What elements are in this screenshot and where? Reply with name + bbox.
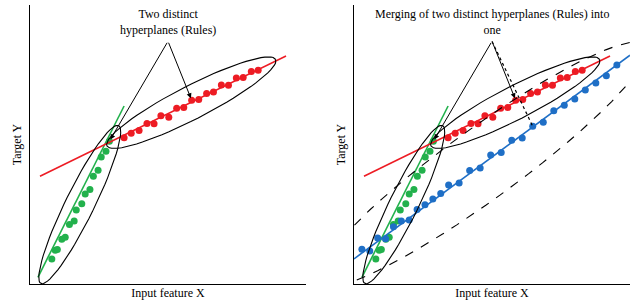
svg-text:Target Y: Target Y (334, 123, 348, 165)
svg-text:Target Y: Target Y (10, 123, 24, 165)
svg-text:Merging of two distinct hyperp: Merging of two distinct hyperplanes (Rul… (375, 7, 609, 37)
svg-text:Input feature X: Input feature X (131, 286, 205, 300)
svg-text:Input feature X: Input feature X (455, 286, 529, 300)
svg-text:Two distincthyperplanes (Rules: Two distincthyperplanes (Rules) (120, 7, 216, 37)
